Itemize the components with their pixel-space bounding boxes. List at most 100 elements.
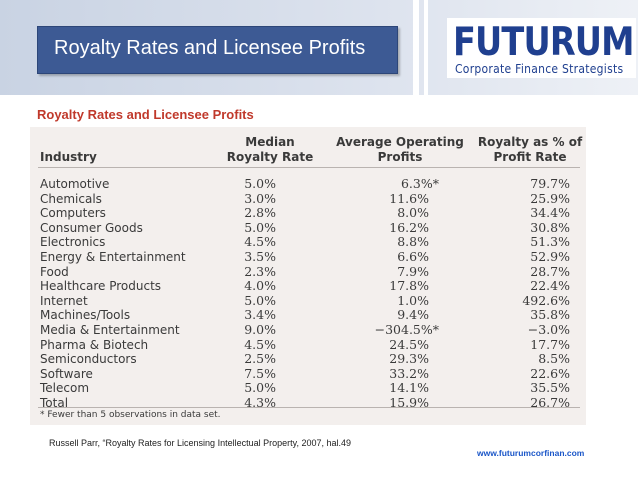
avg-profit-cell: 33.2% bbox=[389, 365, 429, 381]
table-row: Semiconductors 2.5% 29.3% 8.5% bbox=[30, 351, 586, 367]
median-cell: 5.0% bbox=[244, 292, 276, 308]
royalty-cell: 492.6% bbox=[522, 292, 570, 308]
header-median-line1: Median bbox=[245, 135, 295, 149]
industry-cell: Chemicals bbox=[40, 191, 102, 206]
royalty-cell: 34.4% bbox=[530, 205, 570, 221]
table-row: Software 7.5% 33.2% 22.6% bbox=[30, 365, 586, 381]
median-cell: 4.0% bbox=[244, 278, 276, 294]
logo-tagline: Corporate Finance Strategists bbox=[455, 62, 624, 76]
royalty-cell: 8.5% bbox=[538, 351, 570, 367]
median-cell: 9.0% bbox=[244, 322, 276, 337]
industry-cell: Food bbox=[40, 264, 69, 279]
slide-title: Royalty Rates and Licensee Profits bbox=[54, 37, 366, 59]
header-royalty-line2: Profit Rate bbox=[493, 150, 567, 164]
royalty-cell: 35.8% bbox=[530, 307, 570, 323]
royalty-cell: 52.9% bbox=[530, 249, 570, 264]
table-footnote: * Fewer than 5 observations in data set. bbox=[40, 410, 221, 420]
median-cell: 5.0% bbox=[244, 219, 276, 235]
table-row: Automotive 5.0% 6.3%* 79.7% bbox=[30, 176, 586, 192]
industry-cell: Machines/Tools bbox=[40, 308, 131, 323]
median-cell: 3.4% bbox=[244, 307, 276, 323]
table-row: Electronics 4.5% 8.8% 51.3% bbox=[30, 234, 586, 250]
avg-profit-cell: 16.2% bbox=[389, 219, 429, 235]
industry-cell: Computers bbox=[40, 206, 106, 221]
table-row: Food 2.3% 7.9% 28.7% bbox=[30, 263, 586, 279]
website-link[interactable]: www.futurumcorfinan.com bbox=[477, 448, 585, 458]
header-avg-line1: Average Operating bbox=[336, 135, 464, 149]
median-cell: 2.5% bbox=[244, 351, 276, 367]
industry-cell: Automotive bbox=[40, 177, 110, 191]
median-cell: 2.3% bbox=[244, 263, 276, 279]
royalty-cell: 25.9% bbox=[530, 190, 570, 206]
avg-profit-cell: 14.1% bbox=[389, 380, 429, 396]
table-row: Chemicals 3.0% 11.6% 25.9% bbox=[30, 190, 586, 206]
industry-cell: Healthcare Products bbox=[40, 279, 162, 294]
table-row: Internet 5.0% 1.0% 492.6% bbox=[30, 292, 586, 308]
avg-profit-cell: 29.3% bbox=[389, 351, 429, 367]
futurum-logo: FUTURUM Corporate Finance Strategists bbox=[447, 18, 636, 78]
royalty-cell: −3.0% bbox=[527, 322, 570, 337]
royalty-cell: 30.8% bbox=[530, 219, 570, 235]
median-cell: 5.0% bbox=[244, 176, 276, 191]
slide-subtitle: Royalty Rates and Licensee Profits bbox=[37, 107, 254, 122]
table-row: Telecom 5.0% 14.1% 35.5% bbox=[30, 380, 586, 396]
avg-profit-cell: 11.6% bbox=[389, 190, 429, 206]
median-cell: 4.3% bbox=[244, 395, 276, 410]
avg-profit-cell: 1.0% bbox=[397, 292, 429, 308]
table-row: Total 4.3% 15.9% 26.7% bbox=[30, 395, 586, 411]
avg-profit-cell: 8.0% bbox=[397, 205, 429, 221]
table-row: Media & Entertainment 9.0% −304.5%* −3.0% bbox=[30, 322, 586, 338]
header-royalty-line1: Royalty as % of bbox=[477, 135, 583, 149]
royalty-cell: 35.5% bbox=[530, 380, 570, 396]
industry-cell: Media & Entertainment bbox=[40, 323, 180, 337]
header-stripe bbox=[424, 0, 428, 95]
industry-cell: Software bbox=[40, 366, 93, 381]
median-cell: 4.5% bbox=[244, 234, 276, 250]
median-cell: 3.5% bbox=[244, 249, 276, 264]
royalty-cell: 26.7% bbox=[530, 395, 570, 410]
footer-divider bbox=[38, 407, 580, 408]
source-citation: Russell Parr, “Royalty Rates for Licensi… bbox=[49, 438, 351, 448]
avg-profit-cell: 24.5% bbox=[389, 336, 429, 352]
avg-profit-cell: 9.4% bbox=[397, 307, 429, 323]
industry-cell: Semiconductors bbox=[40, 352, 137, 367]
median-cell: 2.8% bbox=[244, 205, 276, 221]
industry-cell: Pharma & Biotech bbox=[40, 337, 149, 352]
royalty-table: Industry Median Royalty Rate Average Ope… bbox=[30, 127, 586, 425]
header-stripe bbox=[413, 0, 419, 95]
industry-cell: Energy & Entertainment bbox=[40, 250, 186, 264]
industry-cell: Consumer Goods bbox=[40, 220, 143, 235]
table-row: Pharma & Biotech 4.5% 24.5% 17.7% bbox=[30, 336, 586, 352]
table-row: Computers 2.8% 8.0% 34.4% bbox=[30, 205, 586, 221]
table-row: Healthcare Products 4.0% 17.8% 22.4% bbox=[30, 278, 586, 294]
avg-profit-cell: 6.6% bbox=[397, 249, 429, 264]
royalty-cell: 51.3% bbox=[530, 234, 570, 250]
slide-title-box: Royalty Rates and Licensee Profits bbox=[37, 26, 398, 74]
table-row: Machines/Tools 3.4% 9.4% 35.8% bbox=[30, 307, 586, 323]
royalty-cell: 22.4% bbox=[530, 278, 570, 294]
table-row: Consumer Goods 5.0% 16.2% 30.8% bbox=[30, 219, 586, 235]
table-row: Energy & Entertainment 3.5% 6.6% 52.9% bbox=[30, 249, 586, 265]
avg-profit-cell: 17.8% bbox=[389, 278, 429, 294]
header-avg-line2: Profits bbox=[377, 150, 423, 164]
median-cell: 7.5% bbox=[244, 365, 276, 381]
industry-cell: Telecom bbox=[40, 381, 90, 396]
header-divider bbox=[38, 167, 580, 168]
industry-cell: Electronics bbox=[40, 235, 106, 250]
header-industry: Industry bbox=[40, 150, 97, 164]
median-cell: 4.5% bbox=[244, 336, 276, 352]
median-cell: 3.0% bbox=[244, 190, 276, 206]
industry-cell: Total bbox=[40, 396, 69, 410]
royalty-cell: 28.7% bbox=[530, 263, 570, 279]
avg-profit-cell: −304.5%* bbox=[374, 322, 439, 337]
avg-profit-cell: 8.8% bbox=[397, 234, 429, 250]
royalty-cell: 79.7% bbox=[530, 176, 570, 191]
header-median-line2: Royalty Rate bbox=[226, 150, 314, 164]
industry-cell: Internet bbox=[40, 293, 88, 308]
avg-profit-cell: 15.9% bbox=[389, 395, 429, 410]
avg-profit-cell: 7.9% bbox=[397, 263, 429, 279]
median-cell: 5.0% bbox=[244, 380, 276, 396]
logo-wordmark: FUTURUM bbox=[453, 20, 635, 65]
royalty-cell: 17.7% bbox=[530, 336, 570, 352]
avg-profit-cell: 6.3%* bbox=[400, 176, 439, 191]
